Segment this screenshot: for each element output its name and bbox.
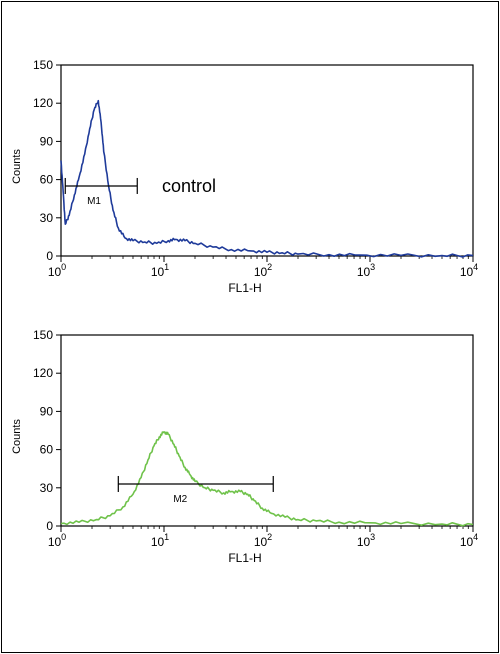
y-tick-label: 90 <box>40 404 54 418</box>
gate-label: M1 <box>87 196 101 207</box>
x-tick-label: 103 <box>357 262 375 279</box>
y-tick-label: 60 <box>40 443 54 457</box>
x-tick-label: 104 <box>460 532 478 549</box>
y-tick-label: 150 <box>33 328 53 342</box>
x-tick-label: 101 <box>151 532 169 549</box>
y-tick-label: 150 <box>33 58 53 72</box>
plot-area <box>60 334 474 527</box>
x-axis-title: FL1-H <box>228 281 261 295</box>
y-axis-title: Counts <box>11 149 23 184</box>
y-axis-title: Counts <box>11 419 23 454</box>
x-tick-label: 100 <box>48 532 66 549</box>
histogram-panel-control: 0 30 60 90 120 150 100 101 102 103 104 FL1-H Counts M… <box>11 58 478 295</box>
annotation-text: control <box>162 176 216 196</box>
x-axis-title: FL1-H <box>228 551 261 565</box>
y-tick-label: 0 <box>46 519 53 533</box>
histogram-panel-sample: 0 30 60 90 120 150 100 101 102 103 104 FL1-H Counts M… <box>11 328 478 565</box>
y-tick-label: 120 <box>33 366 53 380</box>
x-tick-label: 101 <box>151 262 169 279</box>
y-tick-label: 120 <box>33 96 53 110</box>
x-tick-label: 103 <box>357 532 375 549</box>
x-tick-label: 102 <box>254 532 272 549</box>
y-tick-label: 90 <box>40 134 54 148</box>
y-tick-label: 0 <box>46 249 53 263</box>
x-tick-label: 100 <box>48 262 66 279</box>
histogram-series-line <box>60 99 474 258</box>
y-tick-label: 30 <box>40 481 54 495</box>
x-tick-label: 102 <box>254 262 272 279</box>
gate-label: M2 <box>173 494 187 505</box>
y-tick-label: 60 <box>40 173 54 187</box>
y-tick-label: 30 <box>40 211 54 225</box>
x-tick-label: 104 <box>460 262 478 279</box>
plot-area <box>60 64 474 257</box>
histogram-series-line <box>60 431 474 527</box>
